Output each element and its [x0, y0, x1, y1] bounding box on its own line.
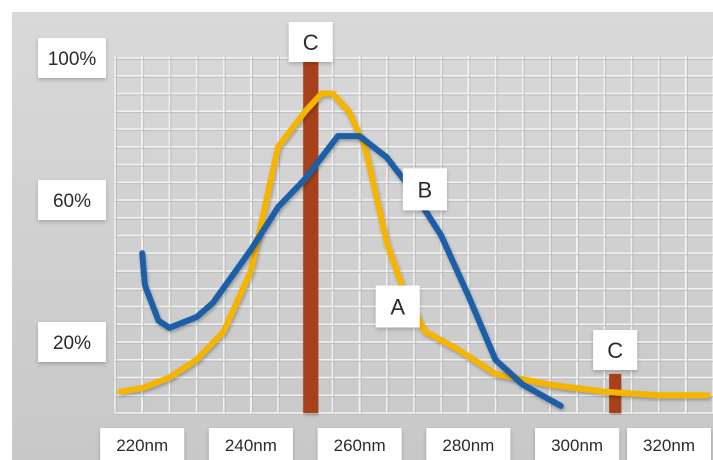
labels: 100% 60% 20% 220nm 240nm 260nm 280nm 300nm 320nm… — [38, 22, 711, 460]
x-tick-label: 220nm — [100, 428, 185, 460]
x-tick-label-text: 300nm — [551, 436, 603, 455]
x-tick-label-box — [627, 428, 711, 460]
x-tick-label: 240nm — [208, 428, 293, 460]
x-tick-label-text: 220nm — [116, 436, 168, 455]
series-line-b — [139, 133, 564, 409]
x-tick-label: 260nm — [317, 428, 402, 460]
x-tick-label-box — [426, 428, 511, 460]
peak-bar-c — [303, 58, 319, 413]
x-tick-label-box — [317, 428, 402, 460]
y-tick-label-box — [38, 180, 106, 220]
x-tick-label: 300nm — [535, 428, 620, 460]
y-tick-label: 60% — [38, 180, 106, 220]
x-tick-label-text: 260nm — [334, 436, 386, 455]
y-tick-label: 100% — [38, 38, 106, 78]
y-tick-label-text: 60% — [53, 191, 91, 212]
series-label-a-text: A — [390, 294, 405, 319]
y-tick-label-box — [38, 322, 106, 362]
y-tick-label: 20% — [38, 322, 106, 362]
series-label-a: A — [375, 285, 420, 328]
series-label-b-text: B — [418, 177, 433, 202]
y-tick-label-text: 100% — [48, 49, 97, 70]
x-tick-label-box — [208, 428, 293, 460]
series-line-a — [117, 90, 711, 399]
series-label-b: B — [402, 168, 447, 211]
y-tick-label-text: 20% — [53, 333, 91, 354]
series-label-b-box — [402, 168, 447, 211]
x-tick-label-box — [535, 428, 620, 460]
x-tick-label-text: 280nm — [442, 436, 494, 455]
x-tick-label: 320nm — [627, 428, 711, 460]
peak-label-c-box — [288, 22, 333, 62]
series-label-a-box — [375, 285, 420, 328]
peak-label-c-box — [593, 330, 638, 370]
y-tick-label-box — [38, 38, 106, 78]
x-tick-label-text: 240nm — [225, 436, 277, 455]
x-tick-label-text: 320nm — [643, 436, 695, 455]
peak-bars — [303, 58, 622, 413]
series-lines — [117, 90, 711, 409]
x-tick-label: 280nm — [426, 428, 511, 460]
peak-label-c: C — [288, 22, 333, 62]
x-tick-label-box — [100, 428, 185, 460]
peak-label-c-text: C — [607, 338, 623, 363]
peak-label-c-text: C — [303, 30, 319, 55]
peak-label-c: C — [593, 330, 638, 370]
